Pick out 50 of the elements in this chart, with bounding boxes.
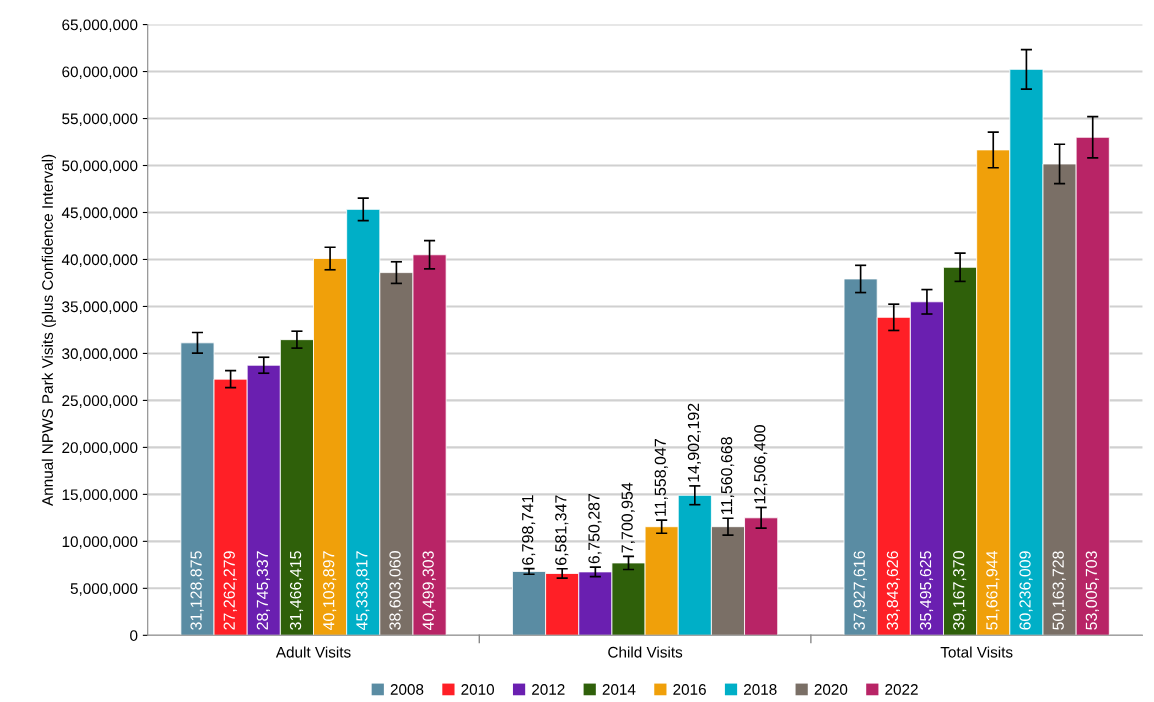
- data-label: 37,927,616: [853, 551, 867, 630]
- x-tick-label: Adult Visits: [275, 646, 351, 658]
- legend-label: 2022: [885, 684, 918, 695]
- data-label: 6,581,347: [555, 495, 569, 565]
- y-axis-title: Annual NPWS Park Visits (plus Confidence Interval): [41, 154, 56, 506]
- y-tick-label: 20,000,000: [62, 442, 138, 455]
- data-label: 28,745,337: [256, 551, 270, 630]
- data-label: 60,236,009: [1019, 551, 1033, 630]
- legend-label: 2020: [814, 684, 848, 695]
- data-label: 11,558,047: [654, 439, 668, 516]
- legend-label: 2008: [390, 684, 424, 695]
- legend-label: 2010: [461, 684, 495, 695]
- y-tick-label: 45,000,000: [61, 207, 138, 220]
- data-label: 45,333,817: [356, 551, 370, 631]
- data-label: 53,005,703: [1085, 551, 1099, 630]
- data-label: 27,262,279: [223, 551, 237, 630]
- y-tick-label: 55,000,000: [62, 113, 138, 127]
- data-label: 6,750,287: [588, 493, 602, 564]
- data-label: 7,700,954: [621, 482, 635, 553]
- data-label: 11,560,668: [720, 437, 735, 514]
- y-tick-label: 60,000,000: [62, 66, 138, 80]
- data-label: 31,466,415: [289, 551, 304, 630]
- data-label: 40,499,303: [422, 551, 436, 631]
- data-label: 40,103,897: [323, 551, 337, 631]
- legend-label: 2016: [673, 684, 706, 695]
- data-label: 39,167,370: [953, 551, 967, 630]
- legend-label: 2018: [744, 684, 777, 695]
- y-tick-label: 40,000,000: [61, 254, 138, 267]
- data-label: 33,843,626: [886, 551, 900, 630]
- data-label: 38,603,060: [389, 551, 403, 630]
- data-label: 12,506,400: [754, 425, 768, 504]
- x-tick-label: Total Visits: [940, 646, 1013, 658]
- y-tick-label: 35,000,000: [62, 301, 138, 314]
- y-tick-label: 65,000,000: [62, 19, 138, 33]
- y-tick-label: 25,000,000: [62, 395, 138, 408]
- y-tick-label: 50,000,000: [62, 160, 138, 173]
- data-label: 51,661,944: [986, 550, 1000, 630]
- y-tick-label: 0: [130, 630, 138, 641]
- y-tick-label: 30,000,000: [62, 348, 138, 361]
- legend-label: 2014: [602, 684, 636, 695]
- y-tick-label: 10,000,000: [62, 536, 138, 549]
- x-tick-label: Child Visits: [608, 646, 683, 658]
- y-tick-label: 15,000,000: [62, 489, 138, 502]
- data-label: 31,128,875: [190, 551, 204, 630]
- data-label: 6,798,741: [522, 495, 536, 565]
- data-label: 50,163,728: [1052, 551, 1066, 630]
- legend-label: 2012: [532, 684, 565, 695]
- data-label: 14,902,192: [687, 403, 701, 482]
- data-label: 35,495,625: [919, 551, 934, 630]
- y-tick-label: 5,000,000: [70, 583, 138, 596]
